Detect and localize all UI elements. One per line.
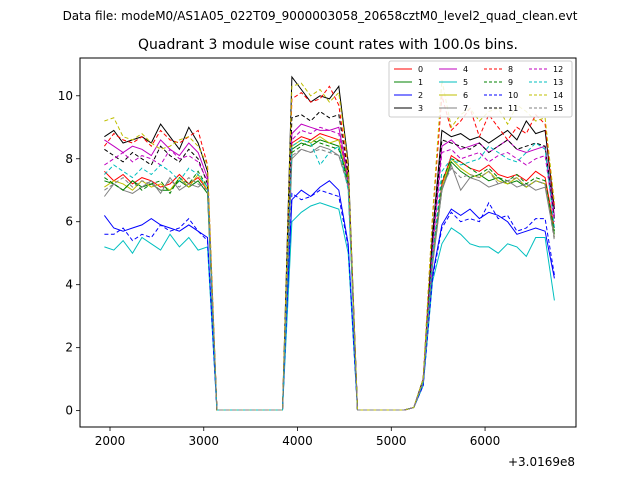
legend-label-13: 13 [553,78,563,87]
series-line-5 [104,202,555,411]
datafile-label: Data file: modeM0/AS1A05_022T09_90000030… [63,9,578,23]
legend-label-1: 1 [418,78,423,87]
legend-label-5: 5 [463,78,468,87]
series-line-0 [104,133,555,411]
y-tick-label: 8 [65,152,73,166]
y-axis: 0 2 4 6 8 10 [58,89,80,418]
series-layer [103,75,555,411]
legend-label-2: 2 [418,91,423,100]
legend-label-11: 11 [508,104,518,113]
legend-label-12: 12 [553,65,563,74]
chart-title: Quadrant 3 module wise count rates with … [138,37,518,53]
legend-label-6: 6 [463,91,468,100]
series-line-14 [104,79,555,411]
legend-label-4: 4 [463,65,468,74]
series-line-15 [104,148,555,411]
y-tick-label: 0 [65,404,73,418]
series-line-11 [104,110,555,411]
x-offset-label: +3.0169e8 [508,455,575,469]
series-line-7 [103,145,555,411]
y-tick-label: 4 [65,278,73,292]
legend-label-15: 15 [553,104,563,113]
legend-label-9: 9 [508,78,513,87]
legend-label-8: 8 [508,65,513,74]
legend-label-7: 7 [463,104,468,113]
y-tick-label: 6 [65,215,73,229]
legend-label-10: 10 [508,91,518,100]
series-line-2 [103,180,555,411]
series-line-12 [104,126,555,411]
x-tick-label: 6000 [470,434,501,448]
legend-label-14: 14 [553,91,563,100]
series-line-10 [104,189,555,411]
x-tick-label: 4000 [282,434,313,448]
plot-area [79,57,577,428]
legend-label-3: 3 [418,104,423,113]
legend-label-0: 0 [418,65,423,74]
series-line-9 [104,139,555,411]
x-axis: 2000 3000 4000 5000 6000 [95,427,501,448]
x-tick-label: 2000 [95,434,126,448]
legend-box [388,60,573,118]
series-line-8 [103,85,555,411]
y-tick-label: 10 [58,89,73,103]
x-tick-label: 3000 [188,434,219,448]
y-tick-label: 2 [65,341,73,355]
x-tick-label: 5000 [376,434,407,448]
